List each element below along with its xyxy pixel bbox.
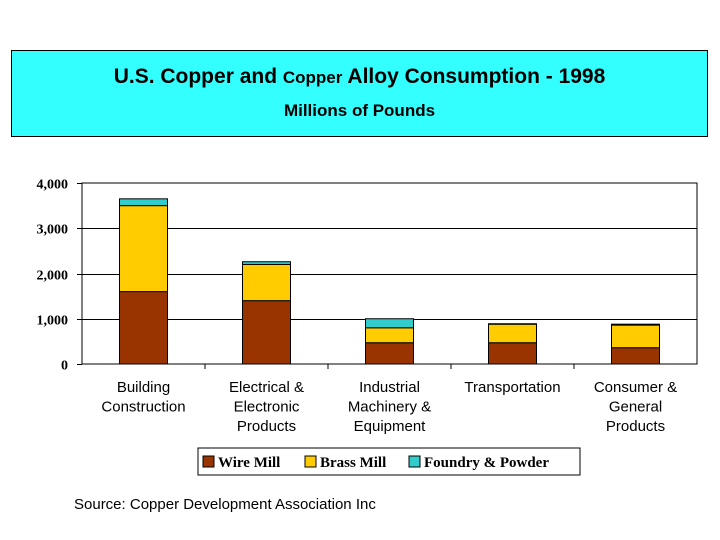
legend-label: Wire Mill [218,455,280,471]
y-tick-label: 2,000 [37,269,69,284]
x-category-label: Products [237,418,296,435]
x-category-label: Building [117,379,170,396]
bar-segment [611,347,660,365]
x-category-label: Construction [101,399,185,416]
bar-segment [119,291,168,365]
x-category-label: Industrial [359,379,420,396]
x-category-label: Electronic [234,399,300,416]
x-category-label: General [609,399,662,416]
bar-segment [488,323,537,344]
y-tick-label: 1,000 [37,314,69,329]
chart-title: U.S. Copper and Copper Alloy Consumption… [12,65,707,89]
source-note: Source: Copper Development Association I… [74,496,376,513]
x-category-label: Electrical & [229,379,304,396]
bar-segment [242,300,291,365]
chart-subtitle: Millions of Pounds [283,101,436,120]
bar-segment [488,342,537,365]
title-box: U.S. Copper and Copper Alloy Consumption… [11,50,708,137]
legend-box [197,447,581,476]
legend-label: Foundry & Powder [424,455,549,471]
legend-swatch [202,455,215,468]
legend-swatch [304,455,317,468]
y-tick-label: 0 [61,359,68,374]
x-category-label: Consumer & [594,379,677,396]
x-category-label: Machinery & [348,399,431,416]
bar-segment [611,323,660,326]
legend-label: Brass Mill [320,455,386,471]
bar-segment [365,327,414,344]
bar-segment [119,205,168,293]
bar-segment [365,342,414,365]
y-tick-label: 4,000 [37,178,69,193]
bar-segment [242,261,291,265]
bar-segment [119,198,168,207]
title-part-1: U.S. Copper and [113,65,283,88]
bar-segment [365,318,414,329]
bar-segment [611,324,660,349]
x-category-label: Equipment [354,418,427,435]
bar-segment [242,263,291,302]
title-part-2: Copper [282,68,343,87]
legend-swatch [408,455,421,468]
x-category-label: Products [606,418,665,435]
title-part-3: Alloy Consumption - 1998 [342,65,606,88]
x-category-label: Transportation [464,379,560,396]
y-tick-label: 3,000 [37,223,69,238]
